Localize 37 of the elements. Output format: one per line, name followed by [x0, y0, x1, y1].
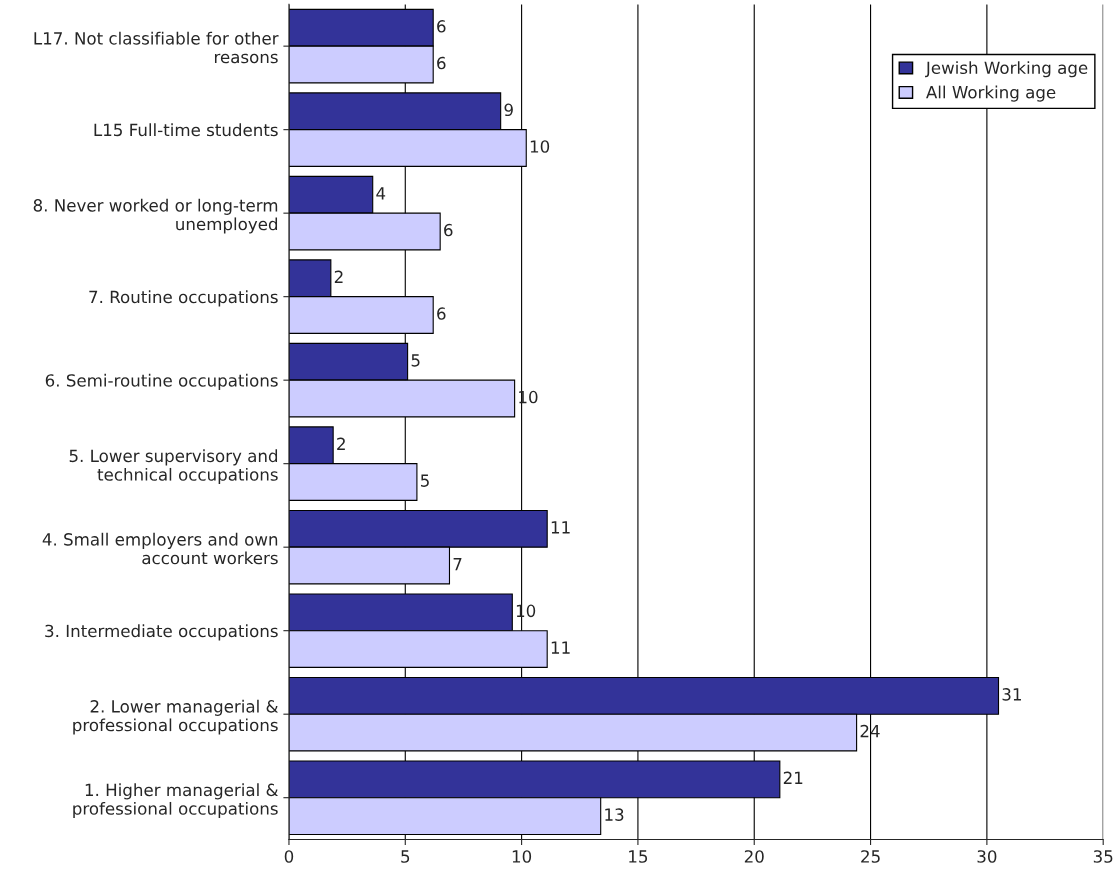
x-tick-label: 0 — [284, 850, 294, 863]
y-tick-label: 1. Higher managerial & professional occupations — [73, 783, 279, 819]
data-label: 4 — [376, 187, 386, 200]
data-label: 10 — [530, 140, 550, 153]
data-label: 7 — [453, 558, 462, 571]
y-tick-label: 3. Intermediate occupations — [45, 624, 278, 641]
data-label: 31 — [1002, 688, 1021, 701]
x-tick-label: 5 — [401, 850, 410, 863]
y-tick-label: L17. Not classifiable for other reasons — [34, 31, 279, 64]
data-label: 11 — [551, 521, 570, 534]
x-tick-label: 25 — [861, 850, 880, 863]
x-tick-label: 10 — [512, 850, 532, 863]
data-label: 13 — [605, 808, 624, 821]
x-tick-label: 35 — [1093, 850, 1113, 863]
data-label: 9 — [504, 103, 513, 117]
y-tick-label: 8. Never worked or long-term unemployed — [33, 198, 278, 234]
x-tick-label: 30 — [977, 850, 997, 863]
data-label: 21 — [783, 771, 803, 784]
legend-label: Jewish Working age — [925, 61, 1088, 78]
data-label: 2 — [337, 437, 345, 450]
data-label: 6 — [437, 307, 446, 320]
data-label: 2 — [334, 270, 343, 283]
data-label: 6 — [444, 223, 453, 237]
y-tick-label: 6. Semi-routine occupations — [45, 373, 278, 390]
data-label: 6 — [437, 20, 446, 33]
x-tick-label: 15 — [629, 850, 648, 863]
x-tick-label: 20 — [744, 850, 764, 863]
data-label: 5 — [411, 354, 420, 367]
legend-label: All Working age — [926, 85, 1056, 102]
y-tick-label: 4. Small employers and own account workers — [42, 532, 278, 565]
y-tick-label: 7. Routine occupations — [89, 290, 278, 307]
y-tick-label: 2. Lower managerial & professional occupations — [73, 699, 279, 735]
data-label: 6 — [437, 56, 446, 70]
y-tick-label: 5. Lower supervisory and technical occupations — [69, 449, 278, 485]
data-label: 11 — [551, 641, 570, 654]
y-tick-label: L15 Full-time students — [94, 123, 278, 137]
data-label: 5 — [420, 474, 429, 487]
